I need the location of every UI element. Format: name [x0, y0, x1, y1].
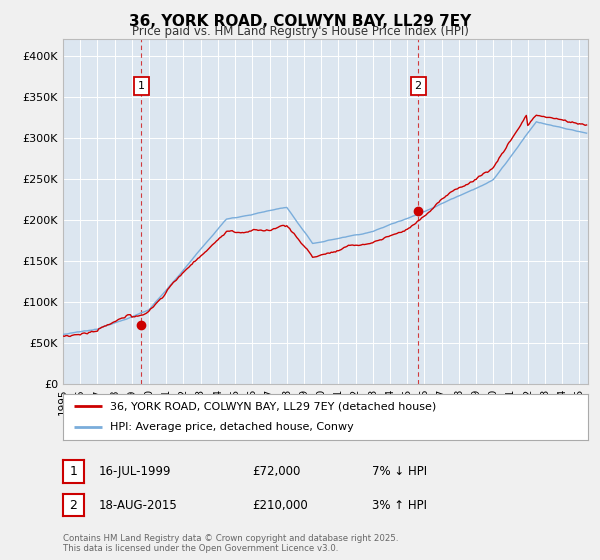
Text: Contains HM Land Registry data © Crown copyright and database right 2025.: Contains HM Land Registry data © Crown c…: [63, 534, 398, 543]
Text: 1: 1: [137, 81, 145, 91]
Text: 3% ↑ HPI: 3% ↑ HPI: [372, 498, 427, 512]
Text: £72,000: £72,000: [252, 465, 301, 478]
Text: 7% ↓ HPI: 7% ↓ HPI: [372, 465, 427, 478]
Text: This data is licensed under the Open Government Licence v3.0.: This data is licensed under the Open Gov…: [63, 544, 338, 553]
Text: 1: 1: [70, 465, 77, 478]
Text: 36, YORK ROAD, COLWYN BAY, LL29 7EY (detached house): 36, YORK ROAD, COLWYN BAY, LL29 7EY (det…: [110, 401, 437, 411]
Text: £210,000: £210,000: [252, 498, 308, 512]
Text: 2: 2: [70, 498, 77, 512]
Text: 18-AUG-2015: 18-AUG-2015: [99, 498, 178, 512]
Text: 2: 2: [415, 81, 422, 91]
Text: 36, YORK ROAD, COLWYN BAY, LL29 7EY: 36, YORK ROAD, COLWYN BAY, LL29 7EY: [129, 14, 471, 29]
Text: HPI: Average price, detached house, Conwy: HPI: Average price, detached house, Conw…: [110, 422, 354, 432]
Text: Price paid vs. HM Land Registry's House Price Index (HPI): Price paid vs. HM Land Registry's House …: [131, 25, 469, 38]
Text: 16-JUL-1999: 16-JUL-1999: [99, 465, 172, 478]
